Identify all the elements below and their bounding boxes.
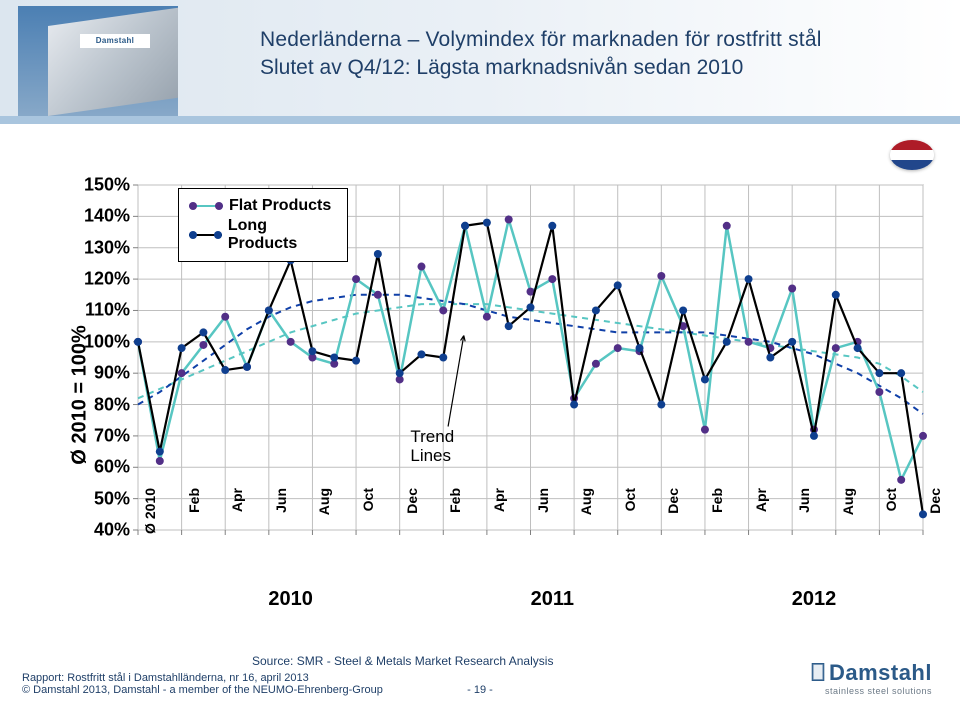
header-photo: Damstahl xyxy=(18,6,178,116)
legend-item-flat: Flat Products xyxy=(189,197,337,215)
header-stripe xyxy=(0,116,960,124)
y-tick-110: 110% xyxy=(85,300,130,321)
logo-tagline: stainless steel solutions xyxy=(809,686,932,696)
x-tick-6: Dec xyxy=(404,488,420,538)
x-tick-13: Feb xyxy=(709,488,725,538)
footer: Source: SMR - Steel & Metals Market Rese… xyxy=(22,654,938,696)
x-tick-2: Apr xyxy=(229,488,245,538)
legend-item-long: Long Products xyxy=(189,217,337,253)
title-line-1: Nederländerna – Volymindex för marknaden… xyxy=(260,28,822,52)
page-number: - 19 - xyxy=(467,684,493,696)
x-tick-15: Jun xyxy=(796,488,812,538)
title-line-2: Slutet av Q4/12: Lägsta marknadsnivån se… xyxy=(260,56,822,80)
chart-legend: Flat Products Long Products xyxy=(178,188,348,262)
y-tick-80: 80% xyxy=(94,394,130,415)
page-title: Nederländerna – Volymindex för marknaden… xyxy=(260,28,822,80)
y-tick-150: 150% xyxy=(84,175,130,196)
x-tick-14: Apr xyxy=(753,488,769,538)
logo-name: Damstahl xyxy=(829,660,932,685)
y-tick-50: 50% xyxy=(94,488,130,509)
x-tick-1: Feb xyxy=(186,488,202,538)
x-tick-10: Aug xyxy=(578,488,594,538)
y-tick-40: 40% xyxy=(94,520,130,541)
y-tick-70: 70% xyxy=(94,425,130,446)
logo-icon xyxy=(809,662,827,682)
year-label-2011: 2011 xyxy=(531,588,574,611)
logo-text: Damstahl xyxy=(809,660,932,686)
x-tick-17: Oct xyxy=(883,488,899,538)
x-tick-12: Dec xyxy=(665,488,681,538)
year-label-2010: 2010 xyxy=(268,588,313,611)
y-tick-130: 130% xyxy=(84,237,130,258)
y-tick-100: 100% xyxy=(84,331,130,352)
x-tick-7: Feb xyxy=(447,488,463,538)
legend-label-flat: Flat Products xyxy=(229,197,331,215)
x-tick-11: Oct xyxy=(622,488,638,538)
x-tick-16: Aug xyxy=(840,488,856,538)
x-tick-3: Jun xyxy=(273,488,289,538)
y-tick-140: 140% xyxy=(84,206,130,227)
netherlands-flag-icon xyxy=(890,140,934,170)
damstahl-logo: Damstahl stainless steel solutions xyxy=(809,660,932,696)
x-tick-18: Dec xyxy=(927,488,943,538)
y-tick-120: 120% xyxy=(84,269,130,290)
year-label-2012: 2012 xyxy=(792,588,837,611)
trend-annotation: Trend xyxy=(410,427,454,447)
volume-index-chart: Ø 2010 = 100% Flat Products Long Product… xyxy=(58,180,928,610)
legend-label-long: Long Products xyxy=(228,217,337,253)
y-tick-90: 90% xyxy=(94,363,130,384)
footer-line1: Rapport: Rostfritt stål i Damstahlländer… xyxy=(22,672,938,684)
x-tick-5: Oct xyxy=(360,488,376,538)
x-tick-9: Jun xyxy=(535,488,551,538)
x-tick-8: Apr xyxy=(491,488,507,538)
y-tick-60: 60% xyxy=(94,457,130,478)
lines-annotation: Lines xyxy=(410,446,451,466)
x-tick-4: Aug xyxy=(316,488,332,538)
building-sign: Damstahl xyxy=(80,34,150,48)
x-tick-0: Ø 2010 xyxy=(142,488,158,538)
